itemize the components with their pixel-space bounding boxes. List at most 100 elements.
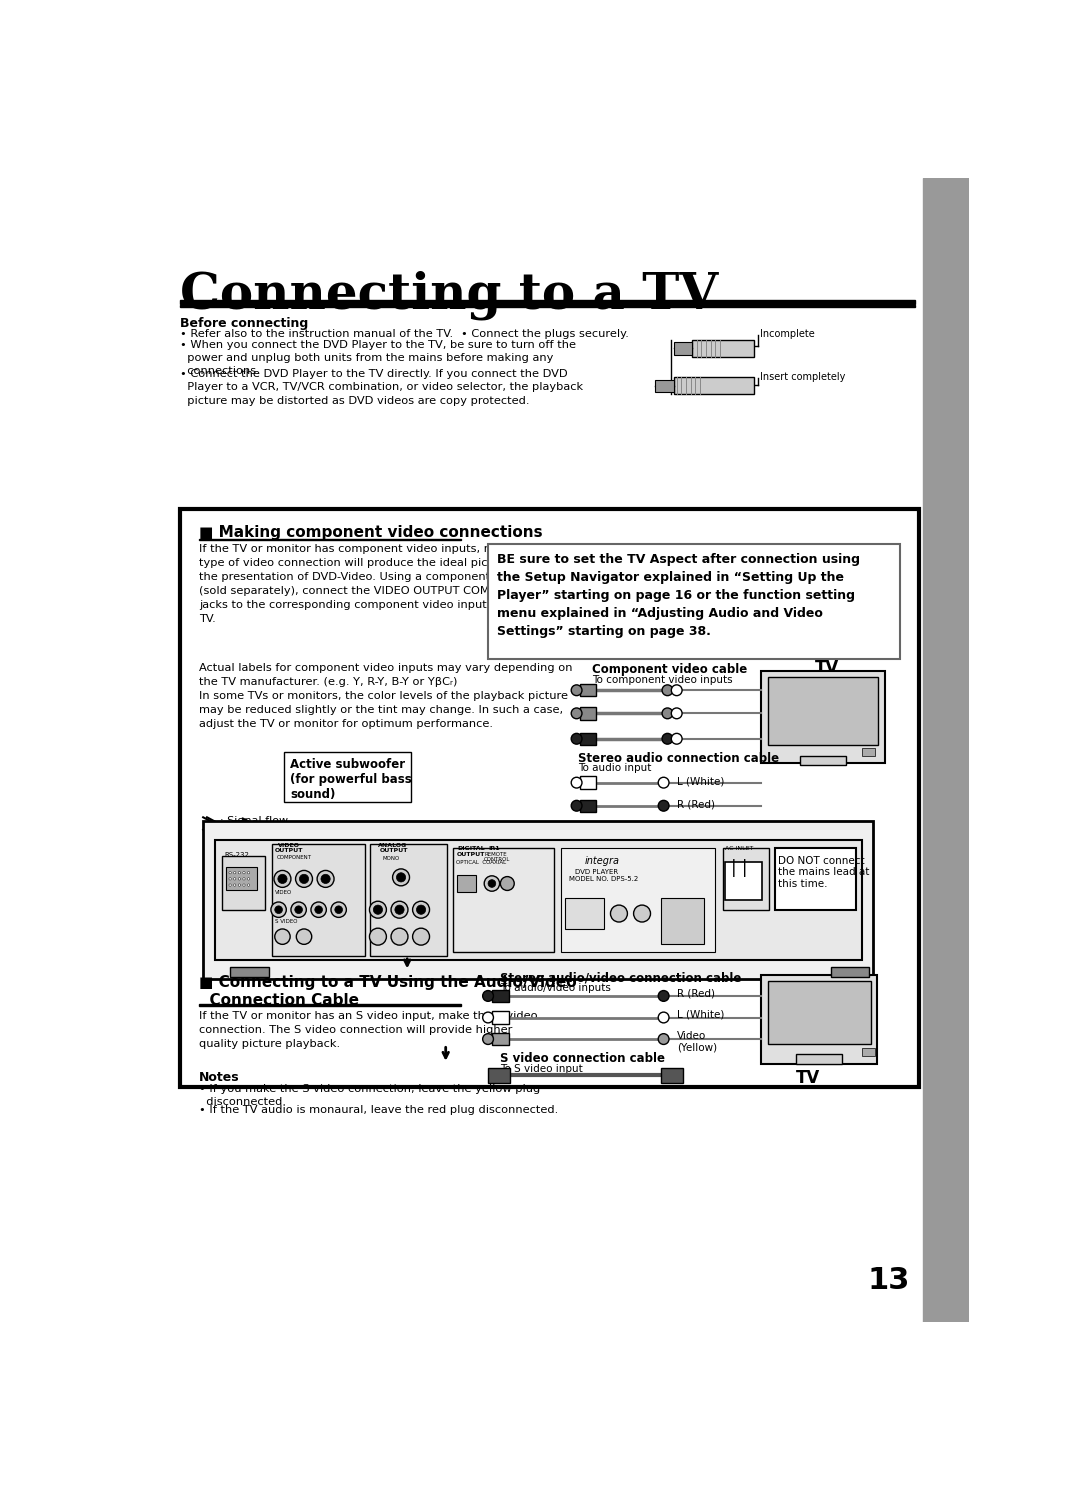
Ellipse shape <box>243 884 245 887</box>
Text: TV: TV <box>815 659 839 677</box>
Ellipse shape <box>413 928 430 944</box>
Ellipse shape <box>291 901 307 918</box>
Bar <box>923 178 970 1322</box>
Text: S video connection cable: S video connection cable <box>500 1053 664 1065</box>
Text: S VIDEO: S VIDEO <box>274 919 297 924</box>
Bar <box>796 1054 842 1065</box>
Text: If the TV or monitor has an S video input, make the S video
connection. The S vi: If the TV or monitor has an S video inpu… <box>200 1011 538 1048</box>
Bar <box>775 848 856 910</box>
Ellipse shape <box>274 870 291 888</box>
Bar <box>661 898 704 944</box>
Bar <box>226 867 257 891</box>
Text: MONO: MONO <box>382 857 400 861</box>
Bar <box>862 748 876 756</box>
Ellipse shape <box>243 872 245 873</box>
Ellipse shape <box>247 878 249 881</box>
Bar <box>203 821 873 979</box>
Bar <box>674 377 754 394</box>
Bar <box>491 990 509 1002</box>
Bar <box>488 544 900 659</box>
Text: OUTPUT: OUTPUT <box>274 848 303 852</box>
Text: Stereo audio connection cable: Stereo audio connection cable <box>578 751 780 765</box>
Bar <box>488 1068 510 1083</box>
Bar <box>661 1068 683 1083</box>
Ellipse shape <box>662 734 673 744</box>
Ellipse shape <box>571 777 582 789</box>
Text: • Connect the plugs securely.: • Connect the plugs securely. <box>461 330 629 339</box>
Bar <box>656 380 674 392</box>
Ellipse shape <box>571 734 582 744</box>
Ellipse shape <box>271 901 286 918</box>
Text: Connecting to a TV: Connecting to a TV <box>180 270 718 321</box>
Ellipse shape <box>391 901 408 918</box>
Ellipse shape <box>299 875 309 884</box>
Ellipse shape <box>662 685 673 695</box>
Bar <box>580 777 596 789</box>
Bar <box>674 342 692 355</box>
Ellipse shape <box>571 800 582 811</box>
Ellipse shape <box>233 884 235 887</box>
Ellipse shape <box>391 928 408 944</box>
Text: To S video input: To S video input <box>500 1063 582 1074</box>
Ellipse shape <box>658 990 669 1001</box>
Ellipse shape <box>483 990 494 1001</box>
Text: Insert completely: Insert completely <box>760 373 846 382</box>
Text: • If the TV audio is monaural, leave the red plug disconnected.: • If the TV audio is monaural, leave the… <box>200 1105 558 1115</box>
Text: Notes: Notes <box>200 1071 240 1084</box>
Ellipse shape <box>672 734 683 744</box>
Text: VIDEO: VIDEO <box>278 842 300 848</box>
Bar <box>768 982 870 1044</box>
Text: IR1: IR1 <box>488 846 500 851</box>
Ellipse shape <box>296 870 312 888</box>
Text: Stereo audio/video connection cable: Stereo audio/video connection cable <box>500 971 741 985</box>
Text: • Refer also to the instruction manual of the TV.: • Refer also to the instruction manual o… <box>180 330 454 339</box>
Ellipse shape <box>658 1013 669 1023</box>
Text: • Connect the DVD Player to the TV directly. If you connect the DVD
  Player to : • Connect the DVD Player to the TV direc… <box>180 370 583 405</box>
Bar <box>725 861 762 900</box>
Ellipse shape <box>571 708 582 719</box>
Text: : Signal flow: : Signal flow <box>220 815 288 826</box>
Text: COMPONENT: COMPONENT <box>276 855 311 860</box>
Ellipse shape <box>233 872 235 873</box>
Ellipse shape <box>247 872 249 873</box>
Text: • When you connect the DVD Player to the TV, be sure to turn off the
  power and: • When you connect the DVD Player to the… <box>180 340 576 376</box>
Ellipse shape <box>274 930 291 944</box>
Text: OUTPUT: OUTPUT <box>379 848 408 852</box>
Ellipse shape <box>295 906 302 913</box>
Bar <box>768 677 878 745</box>
Bar <box>457 875 476 892</box>
Ellipse shape <box>483 1034 494 1044</box>
Text: To audio input: To audio input <box>578 763 651 774</box>
Ellipse shape <box>229 878 231 881</box>
Ellipse shape <box>239 884 241 887</box>
Ellipse shape <box>321 875 330 884</box>
Text: RS-232: RS-232 <box>225 852 249 858</box>
Ellipse shape <box>396 873 406 882</box>
Text: DIGITAL: DIGITAL <box>457 846 485 851</box>
Text: VIDEO: VIDEO <box>274 891 292 895</box>
Ellipse shape <box>634 904 650 922</box>
Text: Component video cable: Component video cable <box>592 664 747 676</box>
Text: AC INLET: AC INLET <box>725 846 754 851</box>
Ellipse shape <box>571 685 582 695</box>
Text: If the TV or monitor has component video inputs, making this
type of video conne: If the TV or monitor has component video… <box>200 544 573 624</box>
Bar <box>761 976 877 1063</box>
Ellipse shape <box>500 876 514 891</box>
Ellipse shape <box>658 1034 669 1044</box>
Text: | |: | | <box>730 858 747 876</box>
Ellipse shape <box>672 685 683 695</box>
Bar <box>692 340 754 356</box>
Text: Actual labels for component video inputs may vary depending on
the TV manufactur: Actual labels for component video inputs… <box>200 664 572 729</box>
Ellipse shape <box>662 708 673 719</box>
Ellipse shape <box>229 884 231 887</box>
Ellipse shape <box>274 906 283 913</box>
Text: DO NOT connect
the mains lead at
this time.: DO NOT connect the mains lead at this ti… <box>779 855 869 890</box>
Text: DVD PLAYER: DVD PLAYER <box>575 869 618 875</box>
Bar <box>454 848 554 952</box>
Text: ■ Connecting to a TV Using the Audio/Video
  Connection Cable: ■ Connecting to a TV Using the Audio/Vid… <box>200 976 577 1007</box>
Bar <box>723 848 769 910</box>
Bar <box>222 855 265 910</box>
Ellipse shape <box>247 884 249 887</box>
Ellipse shape <box>239 872 241 873</box>
Ellipse shape <box>330 901 347 918</box>
